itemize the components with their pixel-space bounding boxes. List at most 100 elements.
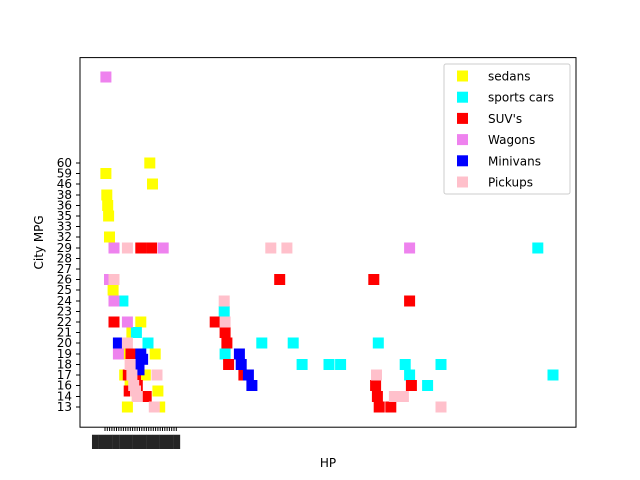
y-tick-label: 46 xyxy=(57,177,72,191)
data-point xyxy=(104,231,115,243)
data-point xyxy=(121,242,133,254)
data-point xyxy=(323,359,335,370)
data-point xyxy=(139,369,151,381)
data-point xyxy=(133,364,145,376)
data-point xyxy=(371,391,383,402)
legend-marker xyxy=(457,91,468,103)
data-point xyxy=(274,274,286,285)
y-tick-label: 16 xyxy=(57,379,72,393)
data-point xyxy=(335,359,347,370)
data-point xyxy=(296,359,308,370)
data-point xyxy=(405,380,417,391)
y-tick-label: 18 xyxy=(57,358,72,372)
y-tick-label: 22 xyxy=(57,315,72,329)
data-point xyxy=(100,71,112,83)
y-tick-label: 38 xyxy=(57,188,72,202)
data-point xyxy=(404,369,416,381)
data-point xyxy=(102,200,114,211)
y-tick-label: 60 xyxy=(57,156,72,170)
data-point xyxy=(112,337,124,349)
data-point xyxy=(242,369,254,381)
data-point xyxy=(124,359,136,370)
data-point xyxy=(281,242,293,254)
legend-marker xyxy=(457,176,468,188)
data-point xyxy=(148,401,160,413)
data-point xyxy=(221,337,233,349)
data-point xyxy=(218,295,230,307)
data-point xyxy=(547,369,559,381)
y-tick-label: 13 xyxy=(57,400,72,414)
y-tick-label: 32 xyxy=(57,230,72,244)
legend-label: SUV's xyxy=(488,112,522,126)
y-tick-label: 23 xyxy=(57,305,72,319)
x-tick-labels-overlap: █████████████ xyxy=(91,434,180,449)
data-point xyxy=(147,178,158,190)
y-tick-label: 14 xyxy=(57,390,72,404)
data-point xyxy=(135,316,147,328)
y-tick-label: 20 xyxy=(57,336,72,350)
data-point xyxy=(152,385,164,397)
data-point xyxy=(135,242,147,254)
data-point xyxy=(397,391,409,402)
data-point xyxy=(149,348,161,360)
y-tick-label: 21 xyxy=(57,326,72,340)
data-point xyxy=(142,337,154,349)
x-axis-ticks: █████████████ xyxy=(91,427,181,449)
y-tick-label: 24 xyxy=(57,294,72,308)
data-point xyxy=(125,348,137,360)
series-sports-cars xyxy=(117,242,559,391)
x-axis-label: HP xyxy=(320,456,336,470)
data-point xyxy=(137,353,149,365)
series-pickups xyxy=(108,242,447,413)
legend-marker xyxy=(457,70,468,82)
y-tick-label: 25 xyxy=(57,283,72,297)
data-point xyxy=(131,391,143,402)
y-tick-label: 19 xyxy=(57,347,72,361)
data-point xyxy=(101,189,113,201)
y-tick-label: 28 xyxy=(57,252,72,266)
data-point xyxy=(235,359,247,370)
plot-frame xyxy=(79,57,577,428)
data-point xyxy=(435,359,447,370)
series-minivans xyxy=(112,337,258,391)
data-point xyxy=(404,295,416,307)
legend-label: sports cars xyxy=(488,91,554,105)
data-point xyxy=(218,306,230,317)
data-point xyxy=(435,401,447,413)
data-point xyxy=(388,391,400,402)
y-tick-label: 26 xyxy=(57,273,72,287)
data-point xyxy=(209,316,221,328)
data-point xyxy=(126,369,138,381)
y-tick-label: 59 xyxy=(57,167,72,181)
data-point xyxy=(287,337,299,349)
legend-marker xyxy=(457,134,468,146)
data-point xyxy=(385,401,397,413)
y-tick-label: 33 xyxy=(57,220,72,234)
legend-box xyxy=(443,63,571,195)
data-point xyxy=(372,337,384,349)
data-point xyxy=(422,380,434,391)
data-point xyxy=(368,274,380,285)
legend-marker xyxy=(457,112,468,124)
data-point xyxy=(532,242,544,254)
legend-marker xyxy=(457,155,468,167)
data-point xyxy=(373,401,385,413)
data-point xyxy=(103,210,115,222)
data-point xyxy=(108,274,120,285)
data-point xyxy=(399,359,411,370)
points-layer xyxy=(100,71,559,413)
y-tick-label: 36 xyxy=(57,199,72,213)
data-point xyxy=(107,284,119,296)
data-point xyxy=(121,401,133,413)
data-point xyxy=(108,316,120,328)
data-point xyxy=(219,316,231,328)
data-point xyxy=(146,242,158,254)
data-point xyxy=(144,157,156,169)
data-point xyxy=(246,380,258,391)
data-point xyxy=(108,242,120,254)
legend: sedans sports cars SUV's Wagons Minivans Pick… xyxy=(443,63,571,195)
data-point xyxy=(157,242,169,254)
data-point xyxy=(108,295,120,307)
y-tick-label: 35 xyxy=(57,209,72,223)
